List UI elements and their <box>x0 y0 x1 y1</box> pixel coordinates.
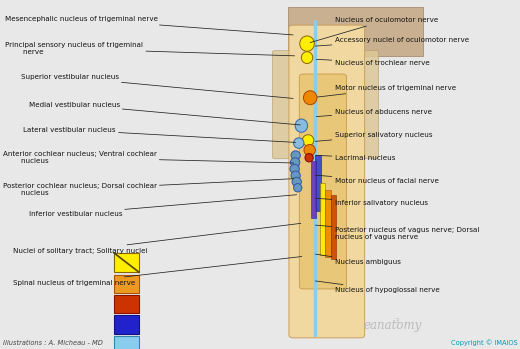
Text: Spinal nucleus of trigeminal nerve: Spinal nucleus of trigeminal nerve <box>13 257 302 286</box>
Text: Inferior vestibular nucleus: Inferior vestibular nucleus <box>29 195 297 217</box>
Text: Copyright © IMAIOS: Copyright © IMAIOS <box>451 339 517 346</box>
Text: Posterior nucleus of vagus nerve; Dorsal
nucleus of vagus nerve: Posterior nucleus of vagus nerve; Dorsal… <box>315 225 479 240</box>
Text: Lacrimal nucleus: Lacrimal nucleus <box>315 155 395 161</box>
Text: Medial vestibular nucleus: Medial vestibular nucleus <box>29 102 301 125</box>
FancyBboxPatch shape <box>272 51 309 159</box>
Bar <box>114 336 139 349</box>
Text: Posterior cochlear nucleus; Dorsal cochlear
        nucleus: Posterior cochlear nucleus; Dorsal cochl… <box>3 179 294 196</box>
FancyBboxPatch shape <box>300 74 346 289</box>
Bar <box>114 253 139 272</box>
Bar <box>320 183 326 255</box>
Ellipse shape <box>292 177 302 186</box>
Text: Nucleus of trochlear nerve: Nucleus of trochlear nerve <box>316 59 430 66</box>
Bar <box>114 275 139 293</box>
Text: Nucleus of hypoglossal nerve: Nucleus of hypoglossal nerve <box>315 281 439 294</box>
Text: Accessory nuclei of oculomotor nerve: Accessory nuclei of oculomotor nerve <box>315 37 469 46</box>
Ellipse shape <box>290 164 300 173</box>
Text: Motor nucleus of facial nerve: Motor nucleus of facial nerve <box>315 175 438 184</box>
Bar <box>114 315 139 334</box>
Text: Principal sensory nucleus of trigeminal
        nerve: Principal sensory nucleus of trigeminal … <box>5 42 295 56</box>
Bar <box>315 155 321 211</box>
Ellipse shape <box>294 184 302 192</box>
Ellipse shape <box>291 151 301 160</box>
Text: Superior vestibular nucleus: Superior vestibular nucleus <box>21 74 293 98</box>
Bar <box>311 161 316 218</box>
Ellipse shape <box>300 36 314 51</box>
Text: Nucleus ambiguus: Nucleus ambiguus <box>315 254 400 266</box>
Ellipse shape <box>291 158 300 167</box>
Bar <box>331 195 336 259</box>
Text: Motor nucleus of trigeminal nerve: Motor nucleus of trigeminal nerve <box>317 85 456 97</box>
Bar <box>326 190 331 257</box>
Text: eanatomy: eanatomy <box>363 319 421 332</box>
Ellipse shape <box>303 135 314 146</box>
Text: Inferior salivatory nucleus: Inferior salivatory nucleus <box>315 198 427 206</box>
Ellipse shape <box>304 91 317 105</box>
Text: Nucleus of oculomotor nerve: Nucleus of oculomotor nerve <box>310 17 438 43</box>
Text: Superior salivatory nucleus: Superior salivatory nucleus <box>315 132 432 141</box>
Text: Anterior cochlear nucleus; Ventral cochlear
        nucleus: Anterior cochlear nucleus; Ventral cochl… <box>3 151 294 164</box>
Ellipse shape <box>305 154 313 162</box>
FancyBboxPatch shape <box>342 51 379 159</box>
Text: Nuclei of solitary tract; Solitary nuclei: Nuclei of solitary tract; Solitary nucle… <box>13 223 301 254</box>
Text: Illustrations : A. Micheau - MD: Illustrations : A. Micheau - MD <box>3 340 102 346</box>
Text: Lateral vestibular nucleus: Lateral vestibular nucleus <box>23 127 296 142</box>
Ellipse shape <box>294 138 304 148</box>
Ellipse shape <box>295 119 308 132</box>
Ellipse shape <box>304 144 315 156</box>
FancyBboxPatch shape <box>289 25 365 338</box>
Bar <box>288 7 423 56</box>
Text: 3: 3 <box>394 318 399 324</box>
Text: Mesencephalic nucleus of trigeminal nerve: Mesencephalic nucleus of trigeminal nerv… <box>5 16 293 35</box>
Bar <box>114 295 139 313</box>
Text: Nucleus of abducens nerve: Nucleus of abducens nerve <box>316 109 432 117</box>
Ellipse shape <box>302 52 313 64</box>
Ellipse shape <box>291 171 301 180</box>
